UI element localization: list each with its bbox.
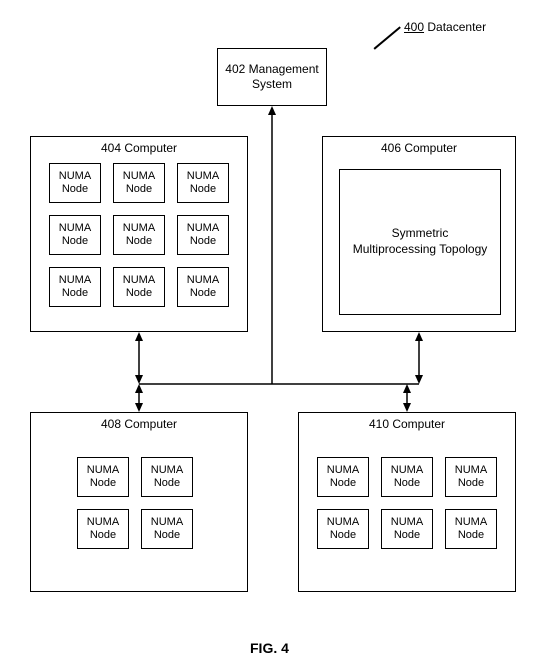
numa-node: NUMANode <box>381 457 433 497</box>
computer-406-label: 406 Computer <box>323 141 515 155</box>
computer-406-box: 406 Computer Symmetric Multiprocessing T… <box>322 136 516 332</box>
computer-404-numa-grid: NUMANode NUMANode NUMANode NUMANode NUMANode… <box>49 163 229 307</box>
computer-404-box: 404 Computer NUMANodeNUMANodeNUMANodeNUM… <box>30 136 248 332</box>
numa-node: NUMANode <box>177 215 229 255</box>
management-system-box: 402 Management System <box>217 48 327 106</box>
computer-410-box: 410 Computer NUMANodeNUMANodeNUMANodeNUM… <box>298 412 516 592</box>
numa-node: NUMANode <box>113 163 165 203</box>
computer-410-label: 410 Computer <box>299 417 515 431</box>
numa-node: NUMANode <box>445 457 497 497</box>
numa-node: NUMANode <box>317 457 369 497</box>
datacenter-leader-line <box>374 26 401 49</box>
symmetric-topology-box: Symmetric Multiprocessing Topology <box>339 169 501 315</box>
datacenter-ref: 400 Datacenter <box>404 20 486 34</box>
computer-410-numa-grid: NUMANode NUMANode NUMANode NUMANode NUMANode… <box>317 457 497 549</box>
numa-node: NUMANode <box>141 457 193 497</box>
numa-node: NUMANode <box>77 509 129 549</box>
numa-node: NUMANode <box>141 509 193 549</box>
numa-node: NUMANode <box>177 163 229 203</box>
numa-node: NUMANode <box>177 267 229 307</box>
numa-node: NUMANode <box>113 267 165 307</box>
computer-408-box: 408 Computer NUMANodeNUMANodeNUMANodeNUM… <box>30 412 248 592</box>
computer-404-label: 404 Computer <box>31 141 247 155</box>
numa-node: NUMANode <box>77 457 129 497</box>
numa-node: NUMANode <box>445 509 497 549</box>
numa-node: NUMANode <box>317 509 369 549</box>
numa-node: NUMANode <box>49 215 101 255</box>
numa-node: NUMANode <box>49 163 101 203</box>
computer-408-numa-grid: NUMANode NUMANode NUMANode NUMANode <box>77 457 193 549</box>
figure-label: FIG. 4 <box>250 640 289 656</box>
numa-node: NUMANode <box>113 215 165 255</box>
computer-408-label: 408 Computer <box>31 417 247 431</box>
numa-node: NUMANode <box>381 509 433 549</box>
numa-node: NUMANode <box>49 267 101 307</box>
